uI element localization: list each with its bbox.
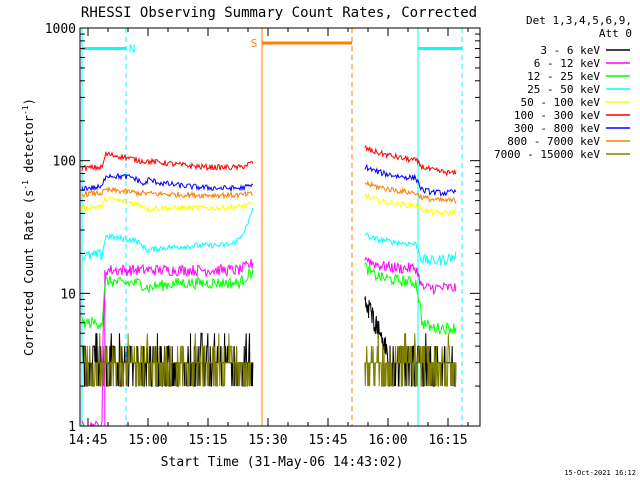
x-tick-label: 14:45 [68, 433, 107, 448]
series-50-100-kev [81, 192, 457, 218]
y-tick-label: 10 [60, 287, 76, 302]
night-label: N [129, 43, 136, 56]
saa-label: S [251, 37, 258, 50]
legend-label-7000-15000-kev: 7000 - 15000 keV [494, 148, 600, 161]
series-line-300-800-kev [81, 172, 254, 192]
series-line-12-25-kev [81, 267, 254, 331]
series-line-25-50-kev [364, 232, 457, 267]
series-800-7000-kev [81, 180, 457, 204]
series-line-800-7000-kev [81, 186, 254, 200]
legend-attenuator: Att 0 [599, 27, 632, 40]
y-tick-label: 100 [53, 155, 76, 170]
series-line-12-25-kev [364, 261, 457, 336]
legend-label-50-100-kev: 50 - 100 keV [521, 96, 601, 109]
series-25-50-kev [81, 207, 457, 267]
series-line-7000-15000-kev [82, 333, 254, 387]
y-axis-label-mid: detector [22, 115, 36, 180]
orbit-marker-lines [81, 28, 463, 426]
series-line-100-300-kev [81, 150, 254, 172]
y-axis-label-sup1: -1 [21, 180, 30, 190]
x-tick-label: 15:45 [308, 433, 347, 448]
x-tick-label: 15:15 [188, 433, 227, 448]
series-line-300-800-kev [364, 163, 457, 197]
x-tick-label: 15:30 [248, 433, 287, 448]
series-line-7000-15000-kev [364, 333, 457, 387]
x-tick-label: 16:15 [428, 433, 467, 448]
x-axis-ticks: 14:45 15:00 15:15 15:30 15:45 16:00 16:15 [68, 28, 469, 448]
series-line-100-300-kev [364, 144, 457, 177]
series-100-300-kev [81, 144, 457, 177]
x-axis-label: Start Time (31-May-06 14:43:02) [161, 455, 404, 470]
x-tick-label: 16:00 [368, 433, 407, 448]
series-line-6-12-kev [364, 256, 457, 296]
legend-title: Det 1,3,4,5,6,9, [526, 14, 632, 27]
legend-label-25-50-kev: 25 - 50 keV [527, 83, 600, 96]
series-line-25-50-kev [81, 207, 254, 262]
legend-label-300-800-kev: 300 - 800 keV [514, 122, 600, 135]
legend-label-12-25-kev: 12 - 25 keV [527, 70, 600, 83]
series-line-800-7000-kev [364, 180, 457, 204]
series-300-800-kev [81, 163, 457, 197]
x-tick-label: 15:00 [128, 433, 167, 448]
y-axis-label-main: Corrected Count Rate (s [22, 190, 36, 356]
y-axis-label: Corrected Count Rate (s-1 detector-1) [21, 98, 36, 356]
series-7000-15000-kev [82, 333, 457, 387]
data-series [81, 144, 457, 428]
chart-title: RHESSI Observing Summary Count Rates, Co… [81, 5, 477, 21]
y-axis-ticks: 1 10 100 1000 [45, 22, 480, 435]
legend-label-800-7000-kev: 800 - 7000 keV [507, 135, 600, 148]
series-12-25-kev [81, 261, 457, 336]
legend-label-6-12-kev: 6 - 12 keV [534, 57, 601, 70]
plot-area-frame [79, 27, 481, 427]
y-tick-label: 1 [68, 420, 76, 435]
legend-label-3-6-kev: 3 - 6 keV [540, 44, 600, 57]
y-axis-label-sup2: -1 [21, 105, 30, 115]
y-axis-label-end: ) [22, 98, 36, 105]
series-line-50-100-kev [364, 192, 457, 218]
legend-label-100-300-kev: 100 - 300 keV [514, 109, 600, 122]
series-line-50-100-kev [81, 196, 254, 213]
y-tick-label: 1000 [45, 22, 76, 37]
generation-timestamp: 15-Oct-2021 16:12 [564, 469, 636, 477]
series-line-6-12-kev [81, 259, 254, 428]
